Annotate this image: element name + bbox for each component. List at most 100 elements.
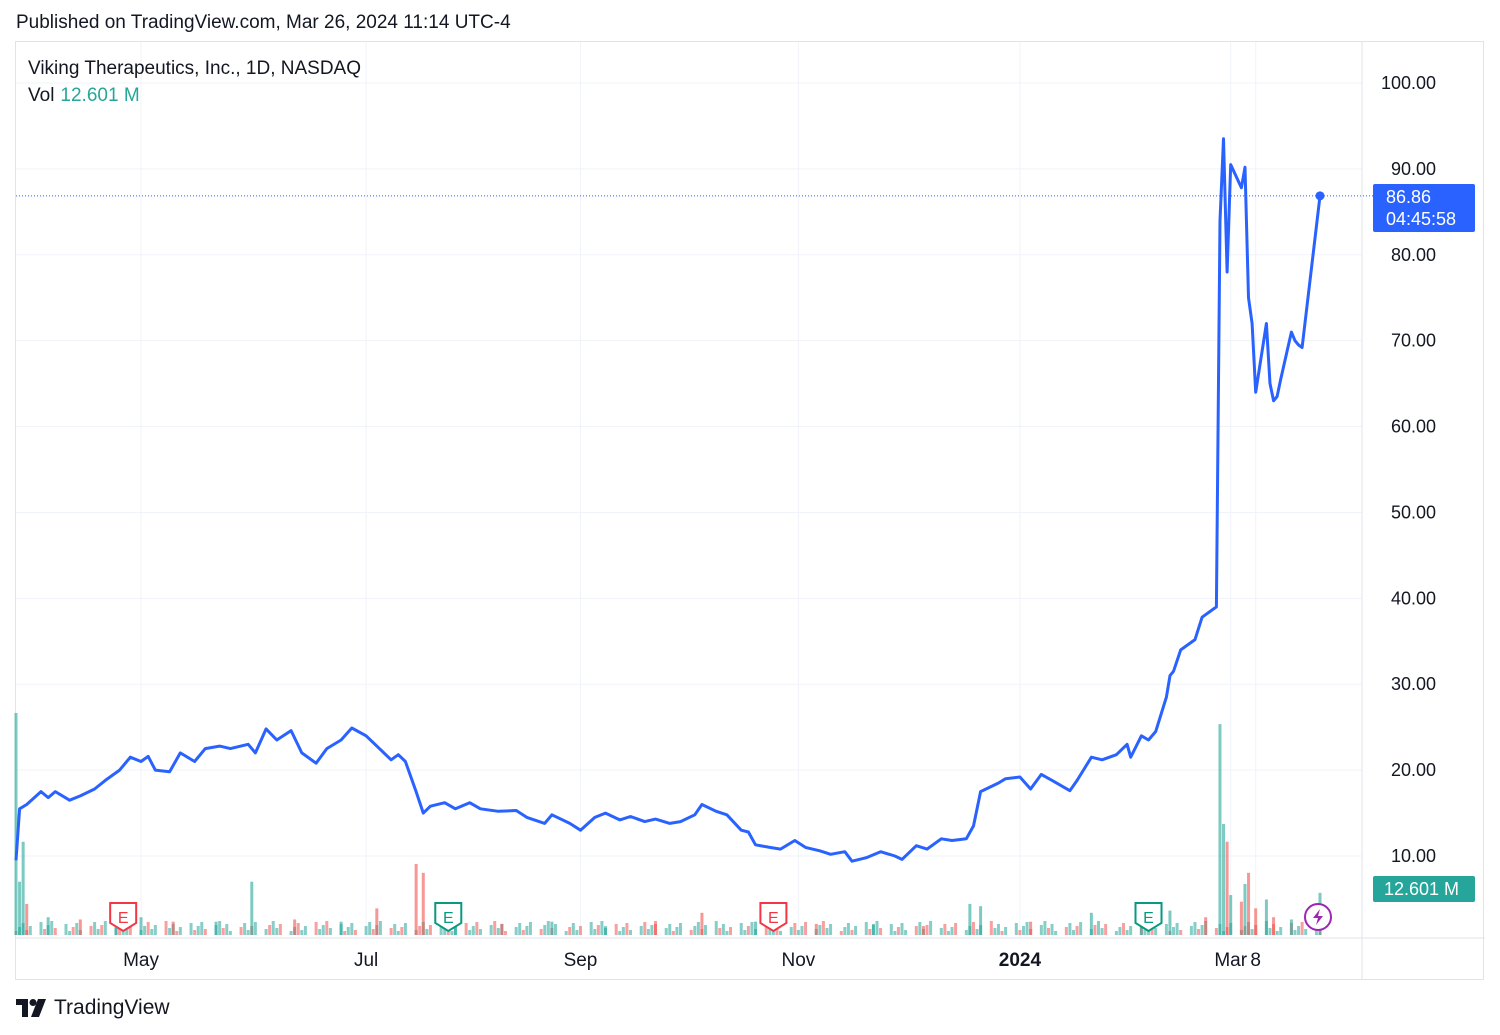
volume-bar (575, 930, 579, 935)
tradingview-brand[interactable]: TradingView (16, 996, 170, 1020)
volume-bar (178, 927, 182, 935)
volume-bar (528, 922, 532, 935)
y-tick-label: 90.00 (1391, 159, 1436, 179)
volume-bar (21, 841, 25, 935)
volume-bar (646, 929, 650, 935)
volume-bar (43, 929, 47, 935)
earnings-marker-shape (434, 902, 463, 933)
y-tick-label: 10.00 (1391, 846, 1436, 866)
volume-bar (428, 925, 432, 935)
volume-bar (1247, 872, 1251, 935)
volume-bar (1168, 910, 1172, 935)
volume-bar (464, 923, 468, 935)
volume-bar (929, 921, 933, 935)
volume-bar (339, 921, 343, 935)
volume-bar (779, 931, 783, 935)
volume-bar (243, 923, 247, 935)
volume-bar (843, 927, 847, 935)
volume-bar (89, 926, 93, 935)
volume-bar (1222, 824, 1226, 935)
volume-bar (403, 923, 407, 935)
volume-bar (525, 926, 529, 935)
volume-bar (1225, 841, 1229, 935)
volume-bar (368, 922, 372, 935)
volume-bar (825, 928, 829, 935)
volume-bar (879, 928, 883, 935)
volume-bar (868, 929, 872, 935)
volume-bar (103, 921, 107, 935)
lightning-glyph (1313, 909, 1323, 925)
volume-bar (1300, 922, 1304, 935)
volume-bar (675, 927, 679, 935)
volume-bar (75, 923, 79, 935)
volume-bar (1204, 917, 1208, 935)
volume-bar (193, 930, 197, 935)
volume-bar (1000, 931, 1004, 935)
volume-bar (221, 928, 225, 935)
volume-bar (839, 931, 843, 935)
volume-bar (489, 925, 493, 935)
volume-bar (1075, 926, 1079, 935)
volume-bar (78, 919, 82, 935)
volume-bar (643, 922, 647, 935)
volume-bar (396, 931, 400, 935)
volume-bar (625, 923, 629, 935)
volume-bar (253, 922, 257, 935)
volume-bar (25, 903, 29, 935)
volume-bar (171, 921, 175, 935)
volume-bar (378, 921, 382, 935)
volume-bar (1243, 883, 1247, 935)
volume-bar (271, 921, 275, 935)
volume-bar (371, 929, 375, 935)
volume-bar (46, 917, 50, 935)
volume-bar (39, 922, 43, 935)
volume-bar (939, 928, 943, 935)
y-tick-label: 80.00 (1391, 245, 1436, 265)
earnings-marker: E (434, 902, 463, 933)
symbol-title: Viking Therapeutics, Inc., 1D, NASDAQ (28, 58, 362, 79)
volume-bar (1046, 928, 1050, 935)
x-tick-label: Nov (782, 950, 816, 971)
volume-bar (318, 929, 322, 935)
volume-bar (475, 922, 479, 935)
volume-bar (1104, 924, 1108, 935)
volume-bar (628, 930, 632, 935)
volume-bar (168, 928, 172, 935)
x-tick-label: May (123, 950, 159, 971)
volume-bar (1100, 928, 1104, 935)
volume-bar (729, 927, 733, 935)
volume-value: 12.601 M (60, 85, 140, 106)
volume-bar (1114, 931, 1118, 935)
volume-bar (754, 921, 758, 935)
x-tick-label: 8 (1250, 950, 1261, 971)
volume-bar (1118, 927, 1122, 935)
volume-bar (518, 923, 522, 935)
volume-bar (818, 925, 822, 935)
volume-bar (653, 923, 657, 935)
volume-badge: 12.601 M (1373, 876, 1475, 902)
volume-bar (946, 931, 950, 935)
earnings-marker-label: E (443, 910, 454, 927)
time-axis: May Jul Sep Nov 2024 Mar 8 (16, 937, 1485, 971)
volume-bar (1200, 925, 1204, 935)
volume-bar (689, 930, 693, 935)
volume-bar (93, 922, 97, 935)
volume-bar (1254, 908, 1258, 935)
volume-bar (925, 925, 929, 935)
volume-bar (314, 922, 318, 935)
volume-badge-bg (1373, 876, 1475, 902)
price-series-line (14, 137, 1322, 863)
volume-bar (1096, 921, 1100, 935)
volume-bar (814, 923, 818, 935)
volume-bar (896, 927, 900, 935)
volume-bar (150, 929, 154, 935)
volume-bar (228, 931, 232, 935)
volume-bar (503, 931, 507, 935)
volume-bar (289, 931, 293, 935)
earnings-marker-label: E (1143, 910, 1154, 927)
volume-bar (189, 923, 193, 935)
volume-bar (800, 926, 804, 935)
volume-bar (500, 923, 504, 935)
volume-bar (1093, 925, 1097, 935)
